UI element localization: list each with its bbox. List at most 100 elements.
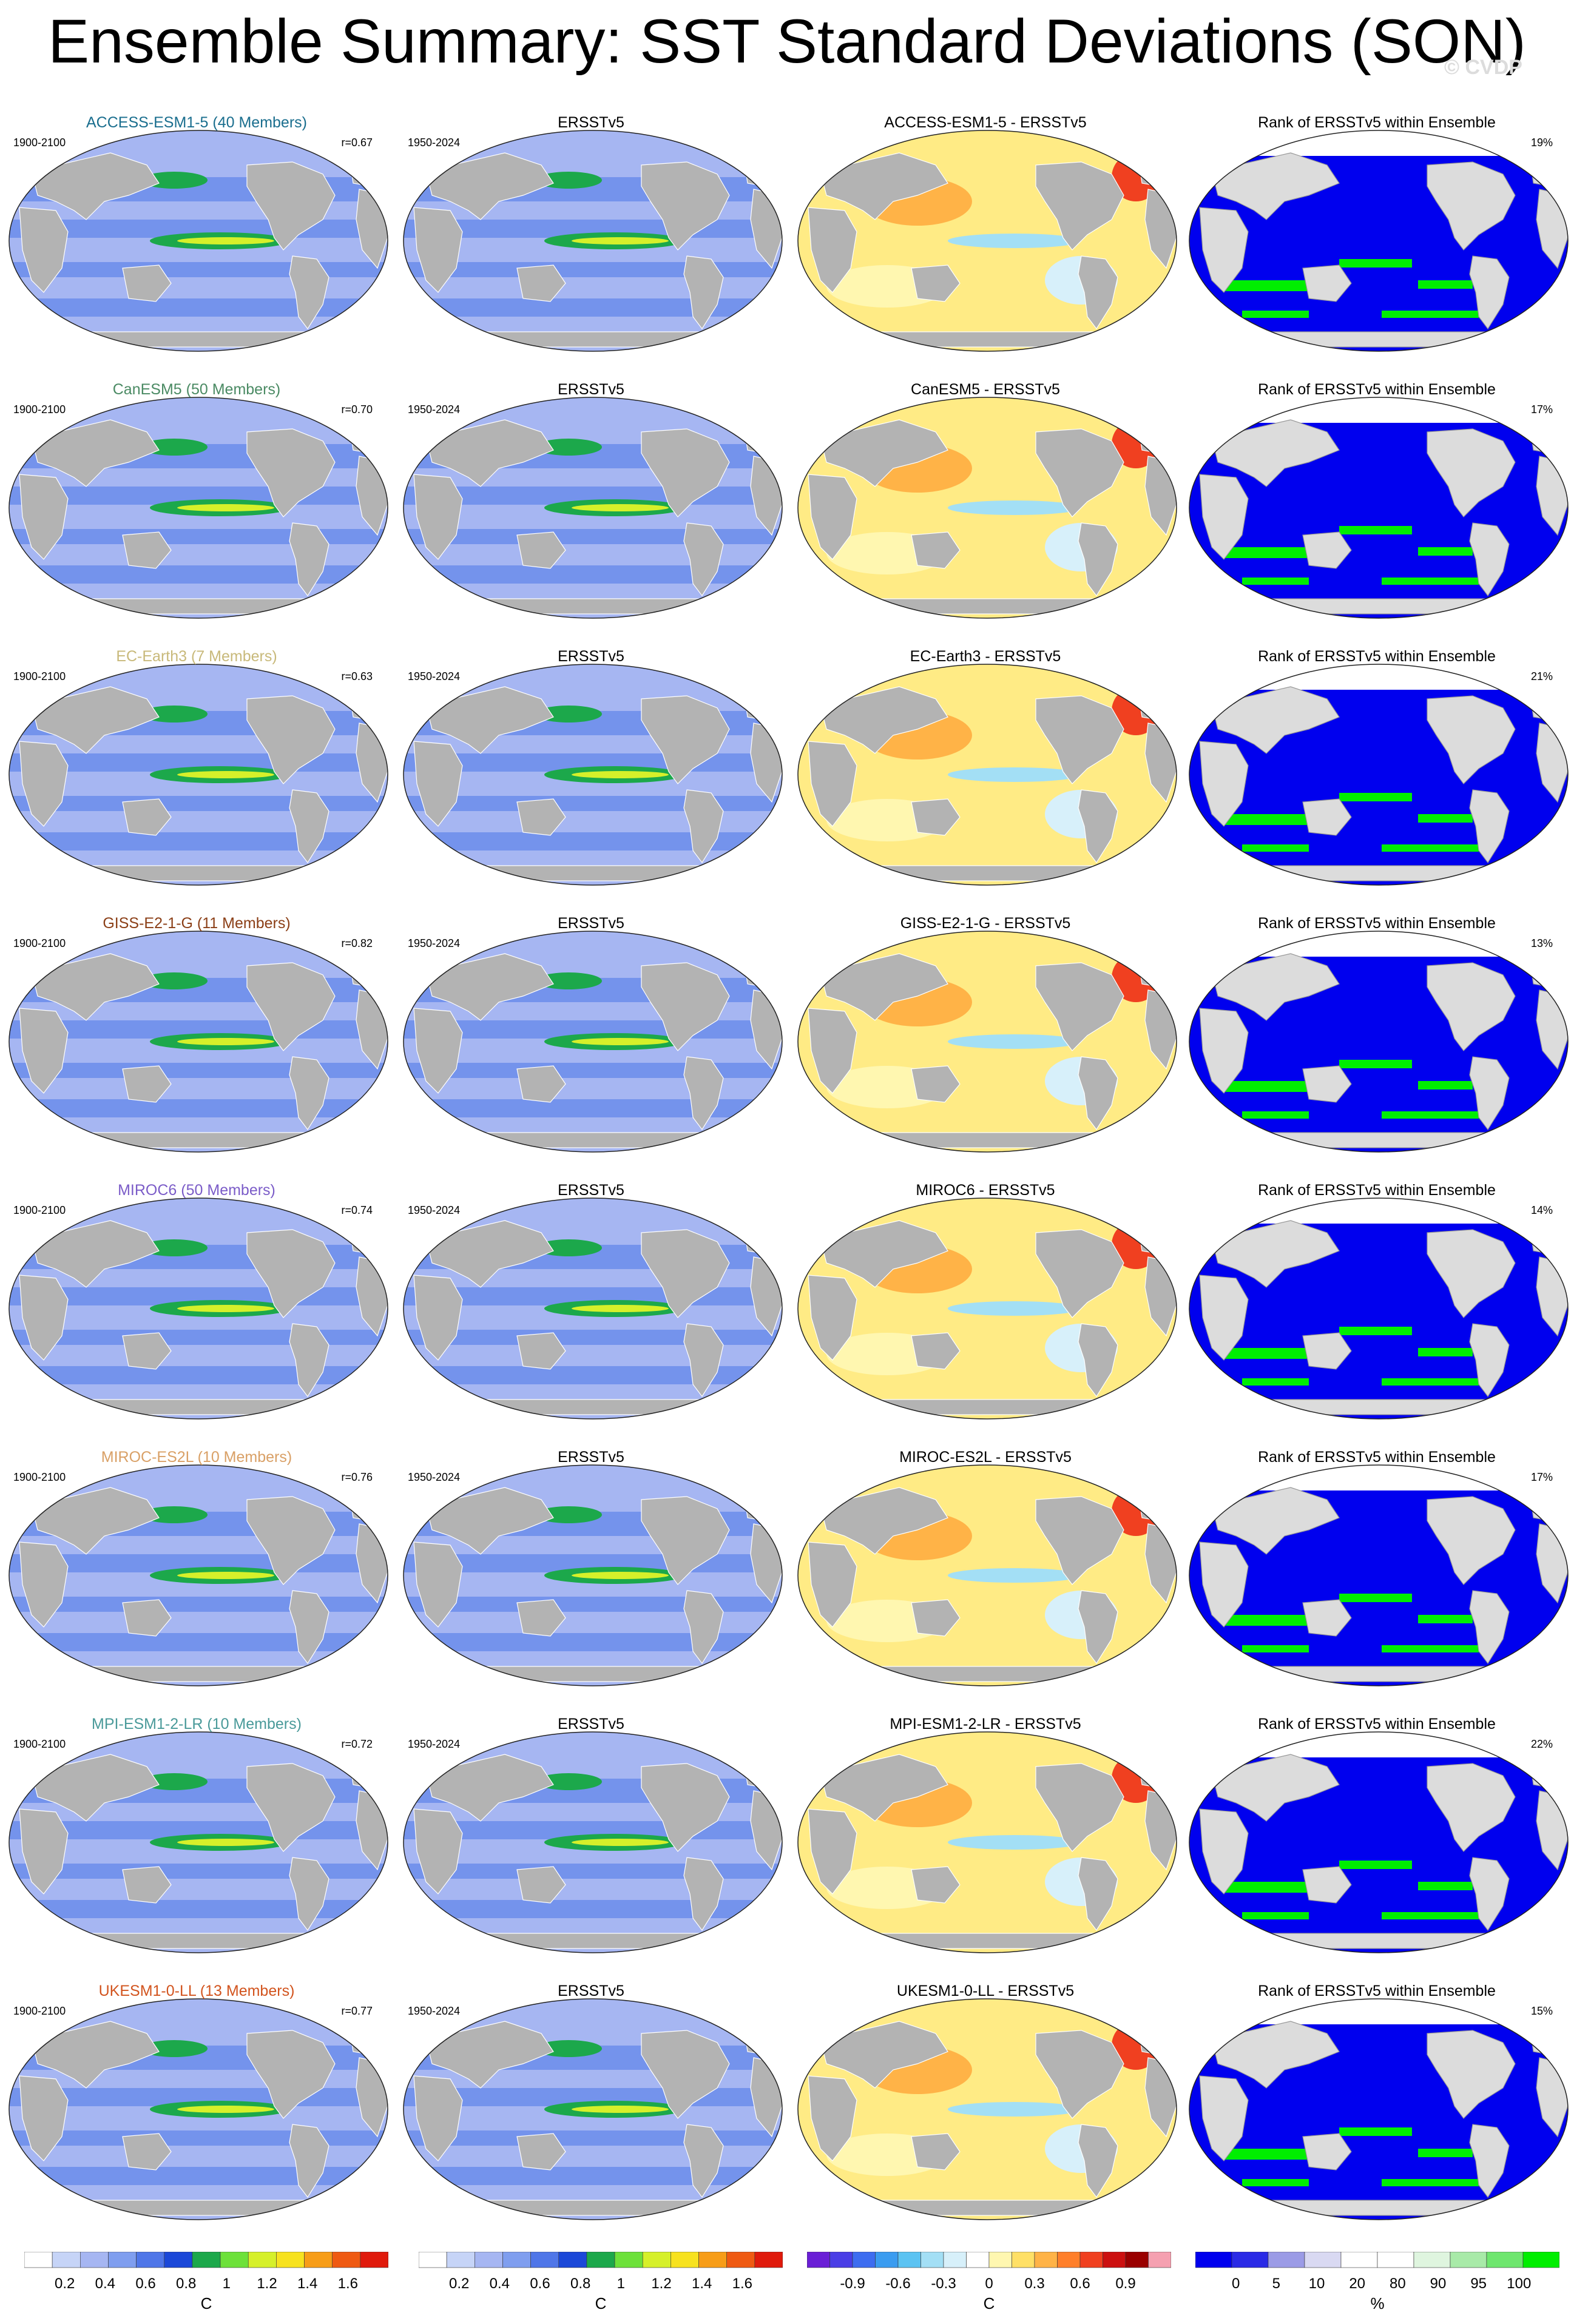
colorbar-tick-label: 20: [1349, 2275, 1365, 2292]
difference-title: CanESM5 - ERSSTv5: [911, 381, 1060, 398]
pattern-correlation: r=0.74: [341, 1204, 373, 1216]
std-map-panel: ERSSTv5 1950-2024: [394, 1177, 788, 1444]
std-map-panel: ERSSTv5 1950-2024: [394, 376, 788, 643]
rank-map: [1187, 1196, 1570, 1421]
std-map: [402, 129, 784, 353]
diff-map: [796, 1196, 1178, 1421]
obs-title: ERSSTv5: [558, 1982, 624, 1999]
obs-title: ERSSTv5: [558, 1716, 624, 1733]
colorbar-swatch: [192, 2251, 221, 2268]
colorbar-unit: %: [1370, 2294, 1384, 2312]
difference-title: MIROC-ES2L - ERSSTv5: [899, 1449, 1072, 1466]
colorbar-tick-label: 95: [1470, 2275, 1487, 2292]
diff-map-panel: GISS-E2-1-G - ERSSTv5: [789, 910, 1182, 1177]
std-map: [7, 1196, 390, 1421]
colorbar-swatch: [1148, 2251, 1172, 2268]
colorbar-tick-label: 0.4: [490, 2275, 510, 2292]
model-title: MPI-ESM1-2-LR (10 Members): [92, 1716, 302, 1733]
colorbar-tick-label: 1.6: [338, 2275, 358, 2292]
model-title: ACCESS-ESM1-5 (40 Members): [86, 114, 307, 131]
obs-title: ERSSTv5: [558, 648, 624, 665]
period-label: 1900-2100: [13, 1204, 66, 1216]
period-label: 1900-2100: [13, 136, 66, 149]
rank-percent: 21%: [1530, 670, 1553, 682]
model-title: MIROC-ES2L (10 Members): [101, 1449, 292, 1466]
std-map-panel: ERSSTv5 1950-2024: [394, 1978, 788, 2245]
rank-title: Rank of ERSSTv5 within Ensemble: [1258, 381, 1496, 398]
colorbar-swatch: [475, 2251, 503, 2268]
colorbar-swatch: [614, 2251, 643, 2268]
std-map-panel: ERSSTv5 1950-2024: [394, 1711, 788, 1978]
colorbar-swatch: [1125, 2251, 1149, 2268]
colorbar-unit: C: [201, 2294, 212, 2312]
period-label: 1950-2024: [408, 136, 461, 149]
colorbar-std-model: 0.2 0.4 0.6 0.8 1 1.2 1.4 1.6 C: [24, 2251, 389, 2319]
std-map: [7, 396, 390, 620]
colorbar-unit: C: [984, 2294, 995, 2312]
rank-title: Rank of ERSSTv5 within Ensemble: [1258, 1716, 1496, 1733]
std-map: [7, 129, 390, 353]
colorbar-tick-label: 5: [1272, 2275, 1280, 2292]
colorbar-swatch: [108, 2251, 137, 2268]
pattern-correlation: r=0.76: [341, 1471, 373, 1483]
colorbar-swatch: [1268, 2251, 1305, 2268]
rank-title: Rank of ERSSTv5 within Ensemble: [1258, 648, 1496, 665]
std-map-panel: MIROC-ES2L (10 Members) 1900-2100 r=0.76: [0, 1444, 393, 1711]
rank-map: [1187, 396, 1570, 620]
colorbar-std-obs: 0.2 0.4 0.6 0.8 1 1.2 1.4 1.6 C: [418, 2251, 783, 2319]
std-map-panel: ERSSTv5 1950-2024: [394, 109, 788, 376]
colorbar-swatch: [852, 2251, 876, 2268]
period-label: 1950-2024: [408, 1471, 461, 1483]
rank-map-panel: Rank of ERSSTv5 within Ensemble 17%: [1180, 1444, 1573, 1711]
std-map-panel: ERSSTv5 1950-2024: [394, 643, 788, 910]
colorbar-swatch: [360, 2251, 389, 2268]
diff-map-panel: EC-Earth3 - ERSSTv5: [789, 643, 1182, 910]
colorbar-swatch: [1450, 2251, 1487, 2268]
rank-percent: 17%: [1530, 1471, 1553, 1483]
rank-map-panel: Rank of ERSSTv5 within Ensemble 17%: [1180, 376, 1573, 643]
colorbar-tick-label: 1.4: [297, 2275, 317, 2292]
colorbar-swatch: [875, 2251, 899, 2268]
rank-title: Rank of ERSSTv5 within Ensemble: [1258, 1182, 1496, 1199]
std-map-panel: ERSSTv5 1950-2024: [394, 1444, 788, 1711]
obs-title: ERSSTv5: [558, 915, 624, 932]
colorbar-swatch: [80, 2251, 109, 2268]
pattern-correlation: r=0.67: [341, 136, 373, 149]
colorbar-swatch: [446, 2251, 475, 2268]
colorbar-swatch: [136, 2251, 165, 2268]
model-title: GISS-E2-1-G (11 Members): [103, 915, 291, 932]
period-label: 1950-2024: [408, 937, 461, 949]
model-title: EC-Earth3 (7 Members): [116, 648, 277, 665]
std-map: [402, 929, 784, 1154]
panel-row: MPI-ESM1-2-LR (10 Members) 1900-2100 r=0.7…: [0, 1711, 1574, 1978]
colorbar-swatch: [966, 2251, 990, 2268]
colorbar-swatch: [1377, 2251, 1414, 2268]
colorbar-swatch: [943, 2251, 967, 2268]
model-title: CanESM5 (50 Members): [112, 381, 281, 398]
std-map: [402, 1463, 784, 1688]
colorbar-swatch: [1486, 2251, 1524, 2268]
colorbar-swatch: [24, 2251, 53, 2268]
rank-map-panel: Rank of ERSSTv5 within Ensemble 19%: [1180, 109, 1573, 376]
panel-row: GISS-E2-1-G (11 Members) 1900-2100 r=0.82 E…: [0, 910, 1574, 1177]
colorbar-swatch: [1340, 2251, 1378, 2268]
colorbar-swatch: [897, 2251, 921, 2268]
rank-percent: 13%: [1530, 937, 1553, 949]
colorbar-tick-label: -0.3: [931, 2275, 956, 2292]
colorbar-tick-label: 0.6: [1070, 2275, 1090, 2292]
difference-title: MIROC6 - ERSSTv5: [916, 1182, 1055, 1199]
colorbar-swatch: [988, 2251, 1012, 2268]
colorbar-swatch: [220, 2251, 249, 2268]
obs-title: ERSSTv5: [558, 1449, 624, 1466]
std-map-panel: ACCESS-ESM1-5 (40 Members) 1900-2100 r=0.6…: [0, 109, 393, 376]
model-title: UKESM1-0-LL (13 Members): [98, 1982, 295, 1999]
colorbar-swatch: [642, 2251, 671, 2268]
colorbar-swatch: [1413, 2251, 1451, 2268]
obs-title: ERSSTv5: [558, 114, 624, 131]
colorbar-tick-label: 100: [1507, 2275, 1531, 2292]
diff-map: [796, 929, 1178, 1154]
period-label: 1950-2024: [408, 403, 461, 416]
colorbar-swatch: [276, 2251, 305, 2268]
period-label: 1900-2100: [13, 937, 66, 949]
std-map-panel: MIROC6 (50 Members) 1900-2100 r=0.74: [0, 1177, 393, 1444]
